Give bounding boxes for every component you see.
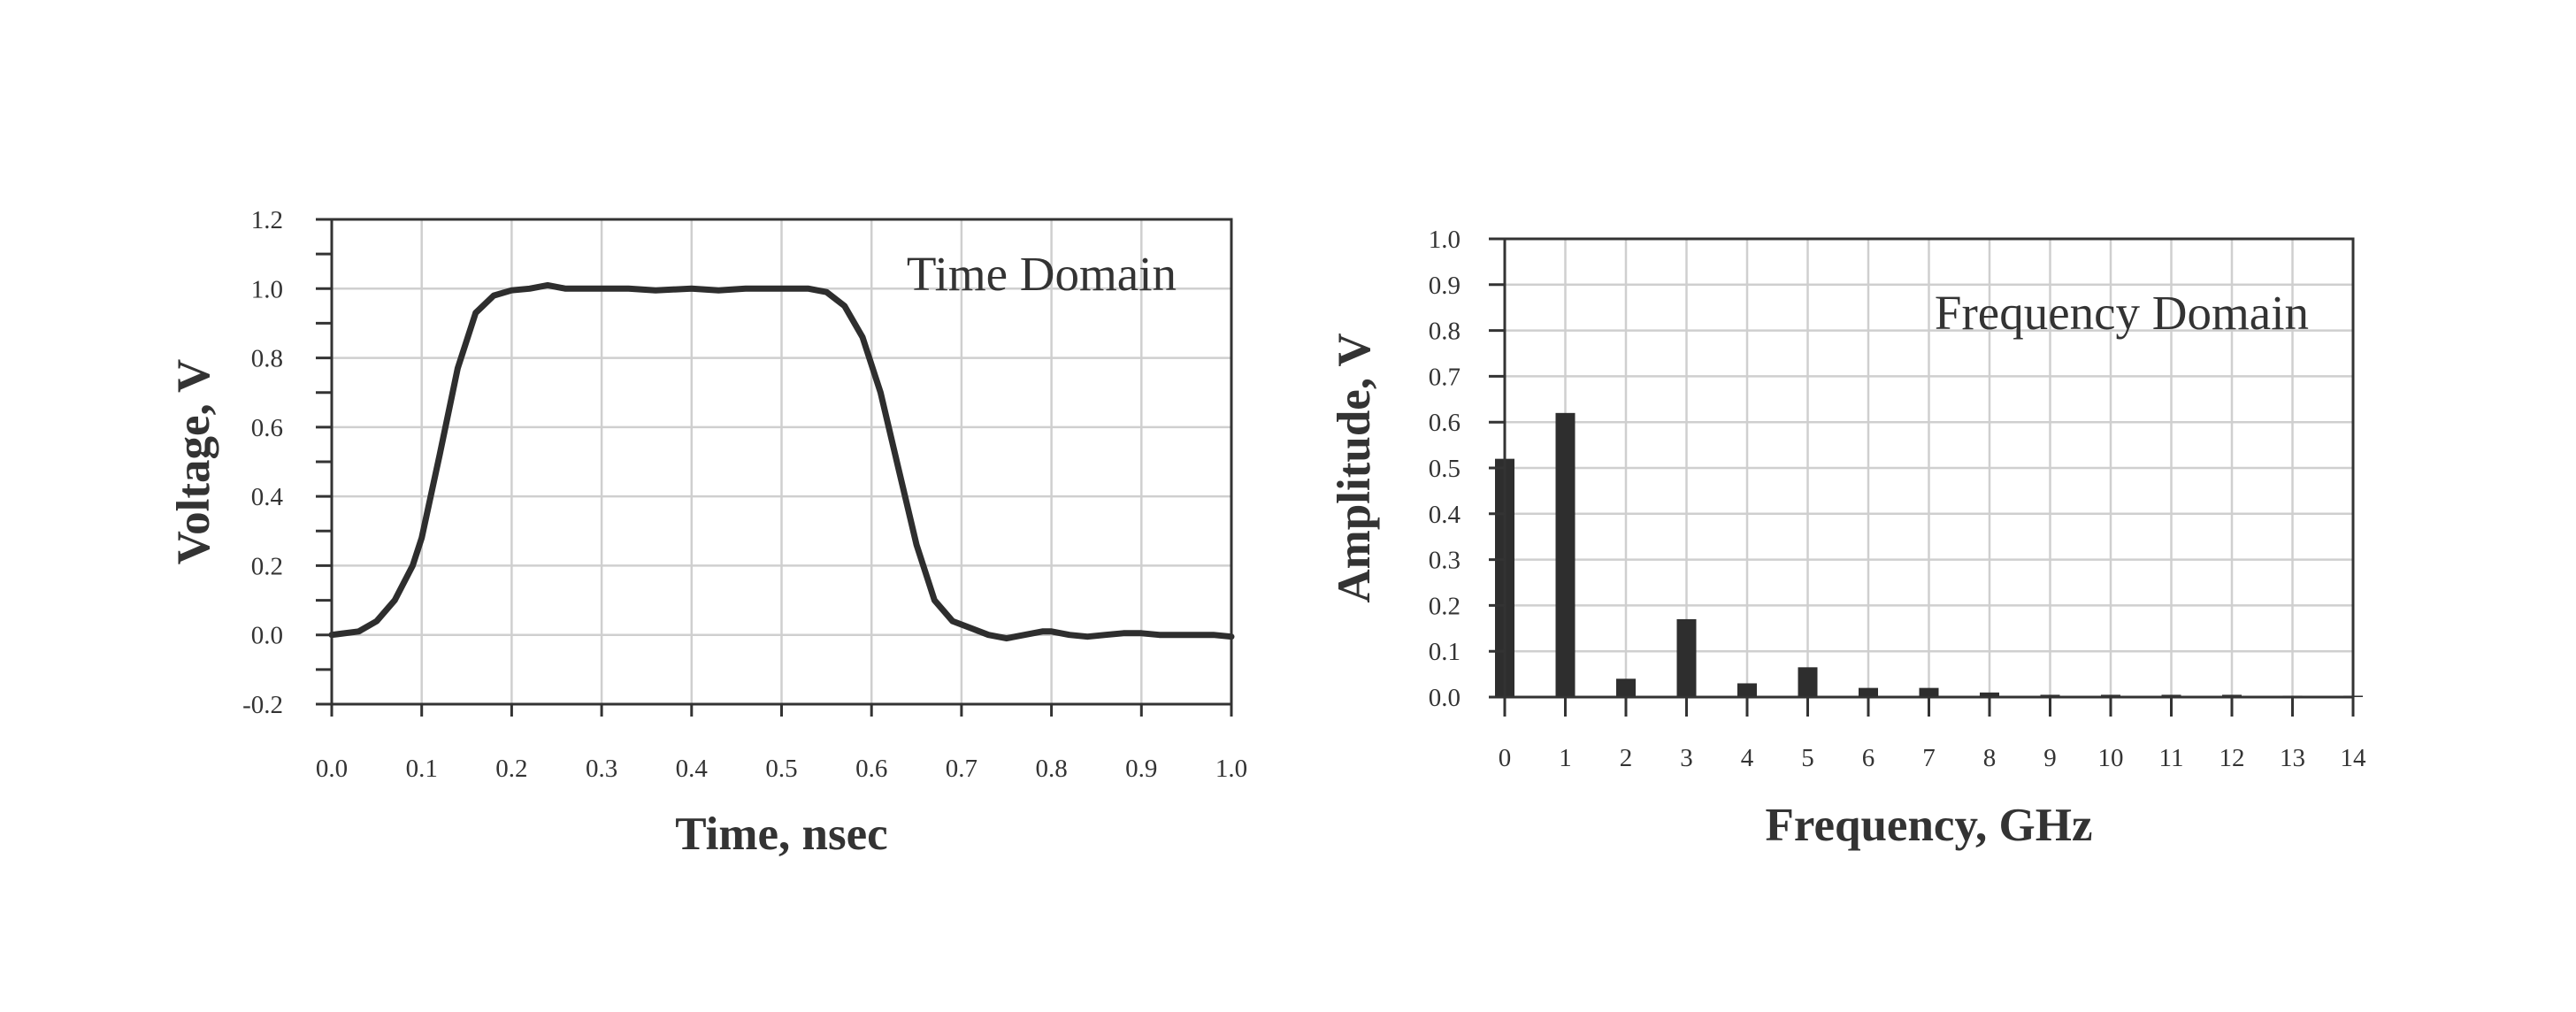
freq-x-tick-label: 3 [1680, 744, 1693, 772]
freq-bar [1919, 687, 1939, 697]
freq-y-tick-label: 0.8 [1429, 318, 1460, 346]
freq-bar [1737, 683, 1757, 697]
time-domain-chart: 0.0 0.1 0.2 0.3 0.4 0.5 0.6 0.7 0.8 0.9 1.0 -0.2 0.0… [168, 206, 1247, 860]
time-x-tick-label: 0.1 [406, 755, 438, 783]
time-x-tick-label: 0.5 [765, 755, 797, 783]
freq-x-tick-label: 8 [1983, 744, 1997, 772]
freq-y-tick-label: 1.0 [1429, 226, 1460, 254]
time-y-axis-label: Voltage, V [168, 359, 219, 565]
freq-y-axis-label: Amplitude, V [1329, 333, 1380, 602]
freq-x-axis-label: Frequency, GHz [1766, 800, 2093, 851]
time-x-tick-label: 0.0 [316, 755, 348, 783]
freq-bar [1676, 618, 1697, 697]
time-x-axis-label: Time, nsec [675, 809, 887, 860]
freq-x-tick-label: 7 [1922, 744, 1936, 772]
freq-bar [1859, 687, 1878, 697]
time-ticks: 0.0 0.1 0.2 0.3 0.4 0.5 0.6 0.7 0.8 0.9 1.0 -0.2 0.0… [242, 206, 1247, 783]
time-y-tick-label: 0.6 [251, 414, 283, 442]
freq-x-tick-label: 9 [2043, 744, 2057, 772]
freq-x-tick-label: 0 [1499, 744, 1512, 772]
time-x-tick-label: 0.8 [1035, 755, 1067, 783]
freq-y-tick-label: 0.4 [1429, 501, 1461, 529]
time-x-tick-label: 0.7 [946, 755, 978, 783]
freq-x-tick-label: 4 [1741, 744, 1754, 772]
time-y-tick-label: 0.8 [251, 345, 283, 373]
freq-y-tick-label: 0.9 [1429, 272, 1460, 300]
freq-y-tick-label: 0.6 [1429, 409, 1460, 437]
time-x-tick-label: 0.2 [495, 755, 527, 783]
time-x-tick-label: 0.3 [586, 755, 617, 783]
freq-y-tick-label: 0.2 [1429, 592, 1460, 620]
time-x-tick-label: 0.6 [855, 755, 887, 783]
time-domain-annotation: Time Domain [907, 247, 1177, 301]
freq-y-tick-label: 0.7 [1429, 363, 1460, 391]
time-y-tick-label: 1.0 [251, 275, 283, 303]
freq-x-tick-label: 10 [2098, 744, 2124, 772]
freq-bar [1798, 667, 1818, 697]
time-x-tick-label: 0.9 [1125, 755, 1157, 783]
freq-y-tick-label: 0.1 [1429, 638, 1460, 666]
freq-x-tick-label: 1 [1559, 744, 1572, 772]
frequency-domain-chart: 0 1 2 3 4 5 6 7 8 9 10 11 12 13 140.00.10.20.30.40.50.… [1329, 226, 2366, 851]
frequency-domain-annotation: Frequency Domain [1935, 286, 2309, 340]
freq-x-tick-label: 5 [1801, 744, 1814, 772]
freq-y-tick-label: 0.0 [1429, 684, 1460, 712]
freq-x-tick-label: 14 [2341, 744, 2367, 772]
time-x-tick-label: 1.0 [1215, 755, 1247, 783]
freq-x-tick-label: 11 [2159, 744, 2184, 772]
freq-x-tick-label: 13 [2280, 744, 2305, 772]
freq-bar [1555, 412, 1576, 697]
time-y-tick-label: 0.2 [251, 552, 283, 580]
time-series-line [328, 281, 1235, 642]
time-y-tick-label: -0.2 [242, 691, 283, 719]
time-y-tick-label: 0.4 [251, 483, 284, 511]
time-x-tick-label: 0.4 [676, 755, 709, 783]
freq-x-tick-label: 2 [1620, 744, 1633, 772]
freq-bar [1616, 678, 1636, 697]
freq-bar [1980, 692, 1999, 697]
freq-x-tick-label: 12 [2220, 744, 2245, 772]
freq-ticks: 0 1 2 3 4 5 6 7 8 9 10 11 12 13 140.00.10.20.30.40.50.… [1429, 226, 2366, 772]
freq-y-tick-label: 0.3 [1429, 547, 1460, 575]
time-y-tick-label: 0.0 [251, 622, 283, 650]
freq-x-tick-label: 6 [1862, 744, 1875, 772]
freq-y-tick-label: 0.5 [1429, 455, 1460, 483]
time-y-tick-label: 1.2 [251, 206, 283, 234]
